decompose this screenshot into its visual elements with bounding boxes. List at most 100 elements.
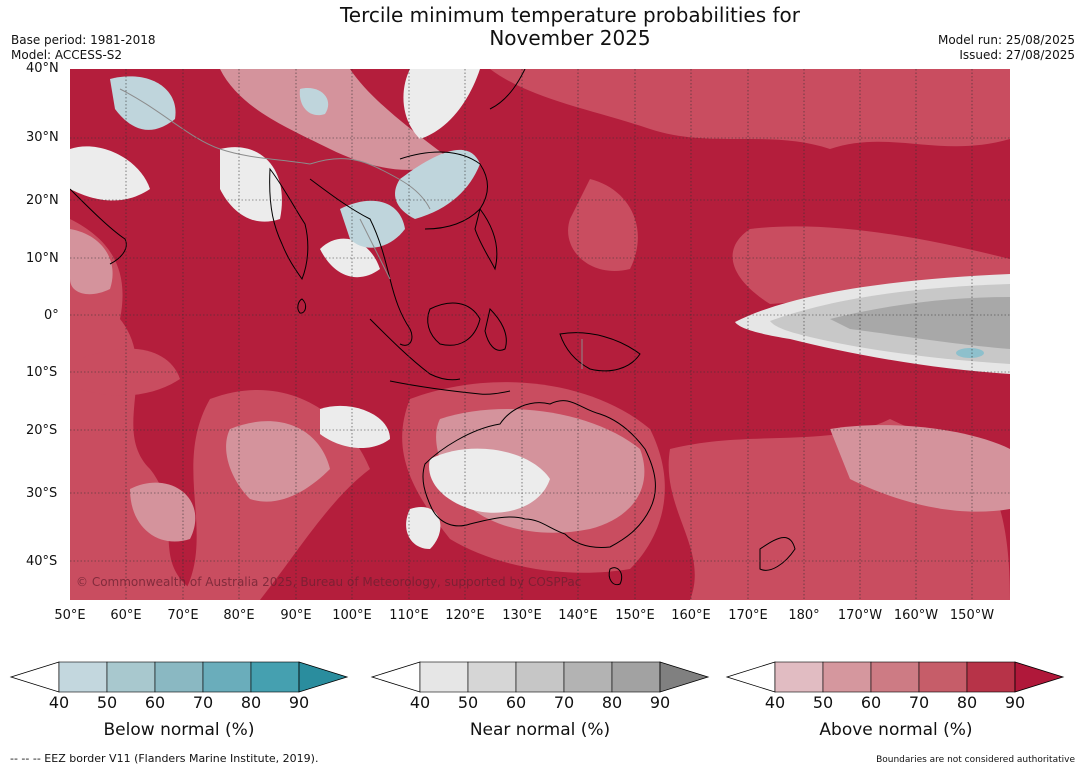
colorbar-extend-low [370, 661, 421, 693]
borneo-coast [427, 302, 481, 346]
below-normal-label: Below normal (%) [103, 720, 255, 740]
below-tick-70: 70 [192, 693, 214, 712]
below-normal-spot [956, 348, 984, 358]
lon-label-130e: 130°E [502, 608, 542, 623]
below-tick-50: 50 [96, 693, 118, 712]
above-tick-40: 40 [764, 693, 786, 712]
lon-label-100e: 100°E [332, 608, 372, 623]
lat-label-40s: 40°S [26, 554, 58, 569]
lat-label-40n: 40°N [26, 61, 59, 76]
near-tick-50: 50 [457, 693, 479, 712]
near-tick-40: 40 [409, 693, 431, 712]
bay-of-bengal-coast [309, 178, 391, 280]
disclaimer: Boundaries are not considered authoritat… [876, 755, 1075, 765]
above-normal-label: Above normal (%) [819, 720, 973, 740]
colorbars [9, 661, 1065, 693]
colorbar-segment [774, 661, 824, 693]
sulawesi-coast [484, 308, 507, 351]
colorbar-extend-high [659, 661, 710, 693]
new-guinea-coast [559, 332, 641, 372]
below-tick-80: 80 [240, 693, 262, 712]
model-run: Model run: 25/08/2025 [937, 33, 1075, 47]
lon-label-90e: 90°E [280, 608, 312, 623]
lat-label-10n: 10°N [26, 251, 59, 266]
new-zealand-coast [759, 537, 796, 571]
above-tick-60: 60 [860, 693, 882, 712]
colorbar-near-normal [370, 661, 710, 693]
lat-label-10s: 10°S [26, 365, 58, 380]
country-borders [119, 88, 583, 369]
issued-date: Issued: 27/08/2025 [959, 48, 1075, 62]
java-coast [389, 380, 511, 395]
lon-label-180: 180° [788, 608, 820, 623]
lon-label-50e: 50°E [54, 608, 86, 623]
australia-coast [422, 400, 656, 548]
colorbar-segment [611, 661, 661, 693]
near-normal-tongue [735, 274, 1010, 374]
lon-label-160w: 160°W [893, 608, 939, 623]
lon-label-80e: 80°E [223, 608, 255, 623]
colorbar-segment [966, 661, 1016, 693]
title-line-2: November 2025 [489, 26, 651, 50]
colorbar-extend-high [298, 661, 349, 693]
colorbar-segment [202, 661, 252, 693]
colorbar-extend-high [1014, 661, 1065, 693]
lon-label-150w: 150°W [949, 608, 995, 623]
colorbar-segment [870, 661, 920, 693]
colorbar-below-normal [9, 661, 349, 693]
above-tick-90: 90 [1004, 693, 1026, 712]
below-tick-40: 40 [48, 693, 70, 712]
lat-label-30s: 30°S [26, 486, 58, 501]
lon-label-170e: 170°E [728, 608, 768, 623]
above-tick-50: 50 [812, 693, 834, 712]
colorbar-segment [419, 661, 469, 693]
colorbar-extend-low [725, 661, 776, 693]
above-tick-80: 80 [956, 693, 978, 712]
title-line-1: Tercile minimum temperature probabilitie… [339, 3, 801, 27]
colorbar-segment [918, 661, 968, 693]
lon-label-170w: 170°W [837, 608, 883, 623]
colorbar-segment [822, 661, 872, 693]
lon-label-160e: 160°E [671, 608, 711, 623]
near-40-50-regions [70, 69, 550, 549]
above-tick-70: 70 [908, 693, 930, 712]
colorbar-segment [563, 661, 613, 693]
probability-map: © Commonwealth of Australia 2025, Bureau… [70, 69, 1010, 600]
copyright-notice: © Commonwealth of Australia 2025, Bureau… [76, 575, 581, 589]
lon-label-150e: 150°E [615, 608, 655, 623]
lon-label-140e: 140°E [558, 608, 598, 623]
meta-right: Model run: 25/08/2025 Issued: 27/08/2025 [938, 33, 1075, 63]
map-title: Tercile minimum temperature probabilitie… [270, 4, 870, 50]
lat-label-0: 0° [44, 308, 59, 323]
colorbar-segment [58, 661, 108, 693]
near-tick-60: 60 [505, 693, 527, 712]
coastlines [70, 69, 796, 586]
colorbar-segment [515, 661, 565, 693]
lon-label-60e: 60°E [110, 608, 142, 623]
philippines-coast [474, 207, 498, 271]
near-tick-90: 90 [649, 693, 671, 712]
lat-label-30n: 30°N [26, 130, 59, 145]
china-coast [399, 151, 488, 230]
graticule [70, 69, 1010, 600]
base-period: Base period: 1981-2018 [11, 33, 156, 47]
near-tick-80: 80 [601, 693, 623, 712]
india-coast [269, 167, 309, 281]
sumatra-coast [369, 318, 461, 381]
below-tick-60: 60 [144, 693, 166, 712]
sri-lanka-coast [297, 298, 307, 314]
model-name: Model: ACCESS-S2 [11, 48, 123, 62]
korea-japan-coast [489, 69, 526, 110]
lat-label-20n: 20°N [26, 193, 59, 208]
colorbar-above-normal [725, 661, 1065, 693]
arabia-coast [70, 188, 127, 265]
colorbar-segment [467, 661, 517, 693]
lat-label-20s: 20°S [26, 423, 58, 438]
below-tick-90: 90 [288, 693, 310, 712]
tasmania-coast [608, 567, 623, 586]
colorbar-segment [106, 661, 156, 693]
lon-label-110e: 110°E [389, 608, 429, 623]
colorbar-extend-low [9, 661, 60, 693]
near-tick-70: 70 [553, 693, 575, 712]
lon-label-120e: 120°E [445, 608, 485, 623]
